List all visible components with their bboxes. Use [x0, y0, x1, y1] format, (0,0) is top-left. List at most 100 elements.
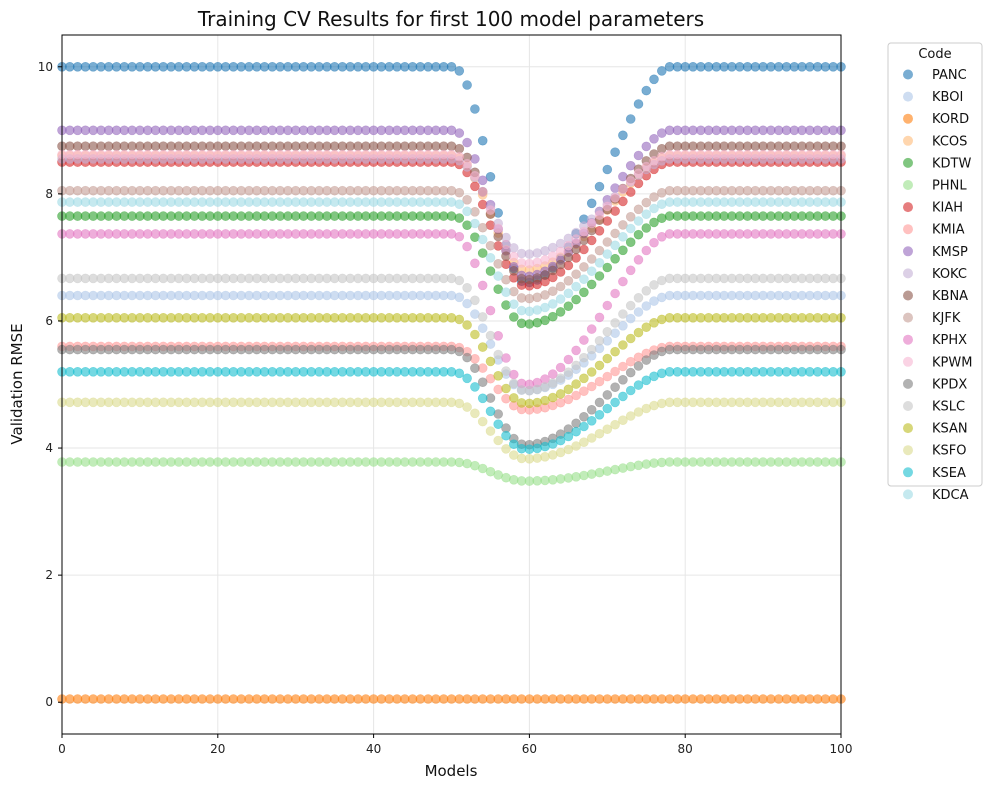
- data-point: [649, 296, 659, 306]
- series-kphx: [57, 229, 846, 390]
- data-point: [602, 262, 613, 273]
- data-point: [563, 394, 574, 405]
- data-point: [586, 266, 597, 277]
- data-point: [462, 80, 472, 90]
- y-tick-label: 8: [45, 187, 53, 201]
- data-point: [586, 415, 597, 426]
- legend-label: KJFK: [932, 311, 961, 326]
- data-point: [470, 218, 480, 229]
- legend-label: KMSP: [932, 245, 968, 260]
- data-point: [633, 460, 644, 471]
- data-point: [446, 344, 457, 355]
- legend-item-panc: PANC: [903, 68, 967, 83]
- data-point: [485, 305, 496, 316]
- data-point: [540, 255, 550, 265]
- data-point: [618, 415, 628, 426]
- data-point: [470, 171, 480, 181]
- data-point: [641, 322, 652, 333]
- data-point: [540, 451, 550, 462]
- legend-item-kpdx: KPDX: [903, 377, 967, 392]
- data-point: [454, 292, 465, 303]
- data-point: [633, 407, 644, 417]
- data-point: [470, 295, 480, 306]
- data-point: [610, 464, 620, 475]
- data-point: [625, 160, 636, 171]
- data-point: [493, 223, 504, 234]
- legend-item-kphx: KPHX: [903, 333, 967, 348]
- y-tick-label: 0: [45, 695, 53, 709]
- data-point: [493, 231, 504, 242]
- legend-label: KMIA: [932, 223, 965, 238]
- data-point: [446, 62, 457, 72]
- data-point: [477, 280, 488, 291]
- data-point: [602, 403, 613, 414]
- legend-item-ksea: KSEA: [903, 466, 966, 481]
- data-point: [625, 356, 636, 367]
- series-ksfo: [57, 397, 846, 464]
- data-point: [641, 197, 652, 208]
- data-point: [501, 366, 511, 376]
- legend-item-kbna: KBNA: [903, 289, 968, 304]
- data-point: [540, 290, 550, 300]
- data-point: [501, 239, 511, 250]
- legend-item-kdca: KDCA: [903, 488, 969, 503]
- data-point: [477, 248, 488, 258]
- data-point: [524, 274, 535, 285]
- legend-marker: [903, 202, 913, 213]
- data-point: [563, 431, 574, 442]
- data-point: [485, 356, 496, 367]
- data-point: [649, 192, 659, 202]
- data-point: [477, 323, 488, 334]
- data-point: [462, 206, 472, 217]
- data-point: [508, 251, 519, 262]
- data-point: [594, 467, 605, 478]
- data-point: [618, 374, 628, 385]
- data-point: [485, 406, 496, 417]
- y-tick-label: 2: [45, 568, 53, 582]
- data-point: [555, 259, 566, 270]
- data-point: [571, 360, 581, 371]
- data-point: [462, 402, 472, 412]
- data-point: [625, 114, 636, 124]
- data-point: [633, 292, 644, 303]
- data-point: [579, 274, 589, 285]
- data-point: [594, 245, 605, 256]
- series-kjfk: [57, 185, 846, 304]
- data-point: [563, 444, 574, 455]
- data-point: [462, 320, 472, 330]
- data-point: [610, 397, 620, 408]
- legend-items: PANC KBOI KORD KCOS KDTW PHNL KIAH KMIA KMSP KOKC…: [903, 68, 972, 503]
- chart-title: Training CV Results for first 100 model …: [197, 7, 704, 31]
- data-point: [454, 368, 465, 379]
- data-point: [602, 326, 613, 337]
- data-point: [454, 275, 465, 286]
- data-point: [524, 319, 535, 329]
- data-point: [594, 210, 605, 220]
- data-point: [470, 363, 480, 374]
- data-point: [586, 404, 597, 415]
- data-point: [602, 390, 613, 400]
- legend-label: KORD: [932, 112, 969, 127]
- data-point: [610, 366, 620, 377]
- legend-label: KSLC: [932, 400, 965, 415]
- legend-item-ksan: KSAN: [903, 422, 968, 437]
- data-point: [633, 216, 644, 226]
- data-point: [547, 378, 558, 388]
- data-point: [633, 327, 644, 338]
- series-ksea: [57, 366, 846, 455]
- data-point: [625, 176, 636, 186]
- data-point: [610, 253, 620, 264]
- data-point: [602, 201, 613, 212]
- legend-label: PANC: [932, 68, 967, 83]
- data-point: [571, 426, 581, 437]
- data-point: [571, 269, 581, 280]
- data-point: [462, 195, 472, 205]
- data-point: [610, 192, 620, 203]
- data-point: [501, 274, 511, 285]
- data-point: [563, 367, 574, 378]
- data-point: [618, 245, 628, 256]
- data-point: [602, 466, 613, 476]
- data-point: [641, 85, 652, 96]
- series-kslc: [57, 273, 846, 396]
- data-point: [618, 309, 628, 319]
